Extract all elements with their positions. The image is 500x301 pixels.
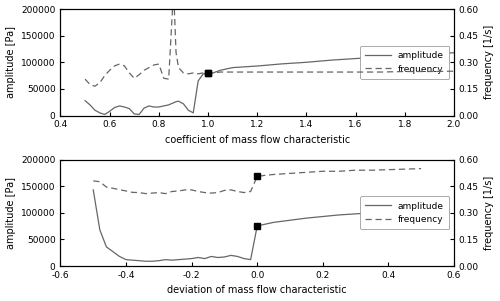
X-axis label: deviation of mass flow characteristic: deviation of mass flow characteristic [168, 285, 347, 296]
Y-axis label: frequency [1/s]: frequency [1/s] [484, 25, 494, 99]
X-axis label: coefficient of mass flow characteristic: coefficient of mass flow characteristic [164, 135, 350, 145]
Legend: amplitude, frequency: amplitude, frequency [360, 46, 450, 79]
Y-axis label: amplitude [Pa]: amplitude [Pa] [6, 177, 16, 249]
Legend: amplitude, frequency: amplitude, frequency [360, 196, 450, 229]
Y-axis label: amplitude [Pa]: amplitude [Pa] [6, 26, 16, 98]
Y-axis label: frequency [1/s]: frequency [1/s] [484, 176, 494, 250]
